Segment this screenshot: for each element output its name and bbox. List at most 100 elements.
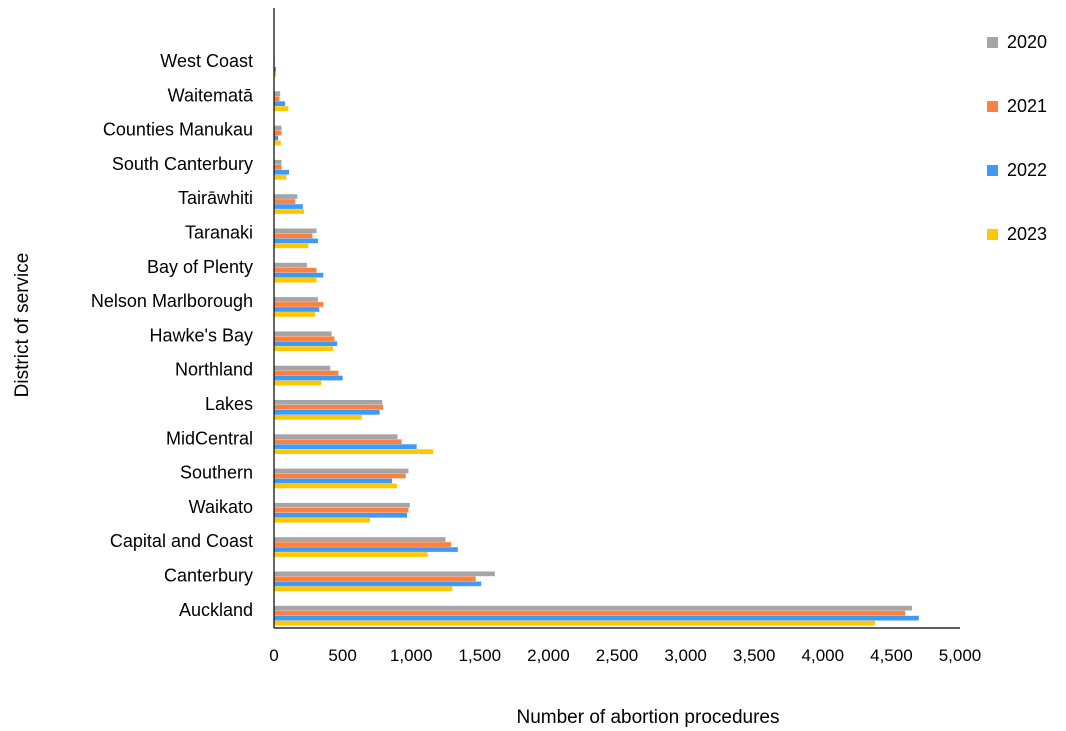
bar-2021-8 <box>274 336 335 342</box>
bar-2022-5 <box>274 238 318 244</box>
x-tick-label: 0 <box>269 646 278 665</box>
bar-2022-16 <box>274 615 919 621</box>
bars-group <box>274 57 919 626</box>
legend: 2020 2021 2022 2023 <box>987 32 1047 244</box>
category-label: Waitematā <box>168 85 254 105</box>
bar-2023-11 <box>274 449 434 454</box>
legend-swatch-2020 <box>987 37 998 48</box>
bar-2023-14 <box>274 552 428 557</box>
bar-2022-13 <box>274 512 408 518</box>
category-label: Bay of Plenty <box>147 257 253 277</box>
bar-2020-6 <box>274 262 307 268</box>
category-label: Hawke's Bay <box>150 325 253 345</box>
bar-2021-1 <box>274 96 280 101</box>
category-labels: West Coast Waitematā Counties Manukau South… <box>91 51 254 620</box>
bar-2021-11 <box>274 439 402 444</box>
bar-2022-7 <box>274 307 320 312</box>
category-label: Auckland <box>179 600 253 620</box>
x-tick-label: 500 <box>328 646 356 665</box>
bar-2022-10 <box>274 410 380 415</box>
bar-2020-10 <box>274 400 383 405</box>
category-label: Lakes <box>205 394 253 414</box>
y-axis-title: District of service <box>12 253 33 398</box>
category-label: MidCentral <box>166 428 253 448</box>
x-tick-label: 4,500 <box>870 646 913 665</box>
bar-2023-6 <box>274 277 317 283</box>
bar-2020-12 <box>274 468 409 474</box>
category-label: Nelson Marlborough <box>91 291 253 311</box>
bar-2023-9 <box>274 380 322 386</box>
x-tick-label: 4,000 <box>802 646 845 665</box>
bar-2021-2 <box>274 130 282 136</box>
bar-2020-15 <box>274 571 495 577</box>
category-label: South Canterbury <box>112 154 253 174</box>
category-label: Taranaki <box>185 223 253 243</box>
category-label: Capital and Coast <box>110 531 253 551</box>
bar-2023-8 <box>274 346 333 352</box>
bar-2021-10 <box>274 405 384 410</box>
x-tick-label: 3,500 <box>733 646 776 665</box>
legend-swatch-2021 <box>987 101 998 112</box>
bar-2021-16 <box>274 610 906 616</box>
bar-2022-11 <box>274 444 417 449</box>
bar-2020-3 <box>274 159 282 165</box>
bar-2023-16 <box>274 620 875 626</box>
bar-2022-1 <box>274 101 285 106</box>
bar-2023-15 <box>274 586 453 592</box>
x-tick-labels: 0 500 1,000 1,500 2,000 2,500 3,000 3,500 4,000 4… <box>269 646 981 665</box>
legend-label-2021: 2021 <box>1007 96 1047 116</box>
bar-2022-15 <box>274 581 482 587</box>
bar-2020-1 <box>274 91 281 96</box>
bar-2020-13 <box>274 502 410 508</box>
bar-2023-3 <box>274 174 287 180</box>
legend-swatch-2022 <box>987 165 998 176</box>
x-tick-label: 1,500 <box>459 646 502 665</box>
bar-2023-12 <box>274 483 397 489</box>
bar-2021-14 <box>274 542 451 547</box>
x-tick-label: 1,000 <box>390 646 433 665</box>
bar-2020-8 <box>274 331 332 337</box>
bar-2021-6 <box>274 267 317 273</box>
bar-2022-2 <box>274 135 279 141</box>
bar-2022-9 <box>274 375 343 381</box>
bar-2021-4 <box>274 199 296 204</box>
bar-2022-6 <box>274 272 324 278</box>
bar-2022-12 <box>274 478 392 484</box>
bar-2022-14 <box>274 547 458 552</box>
bar-2023-13 <box>274 517 371 523</box>
legend-swatch-2023 <box>987 229 998 240</box>
category-label: Waikato <box>189 497 253 517</box>
bar-2020-2 <box>274 125 282 131</box>
bar-2022-8 <box>274 341 338 347</box>
bar-2022-0 <box>274 67 277 72</box>
legend-label-2020: 2020 <box>1007 32 1047 52</box>
bar-2023-2 <box>274 140 281 146</box>
bar-2023-5 <box>274 243 309 249</box>
category-label: Northland <box>175 360 253 380</box>
bar-2020-11 <box>274 434 398 439</box>
category-label: Tairāwhiti <box>178 188 253 208</box>
bar-2023-10 <box>274 415 362 420</box>
bar-2021-15 <box>274 576 476 582</box>
category-label: Canterbury <box>164 566 253 586</box>
bar-2021-13 <box>274 507 409 513</box>
legend-label-2023: 2023 <box>1007 224 1047 244</box>
bar-2021-3 <box>274 164 282 170</box>
bar-2020-14 <box>274 537 446 542</box>
bar-2020-5 <box>274 228 317 234</box>
bar-2023-7 <box>274 312 316 317</box>
bar-2021-5 <box>274 233 313 239</box>
legend-label-2022: 2022 <box>1007 160 1047 180</box>
bar-2020-9 <box>274 365 331 371</box>
bar-2023-1 <box>274 106 289 111</box>
bar-2023-4 <box>274 209 305 214</box>
category-label: West Coast <box>160 51 253 71</box>
bar-2021-9 <box>274 370 339 376</box>
bar-2023-0 <box>274 72 277 77</box>
bar-2022-4 <box>274 204 303 209</box>
x-tick-label: 3,000 <box>664 646 707 665</box>
bar-2021-7 <box>274 302 324 307</box>
category-label: Southern <box>180 463 253 483</box>
x-axis-title: Number of abortion procedures <box>517 707 780 728</box>
